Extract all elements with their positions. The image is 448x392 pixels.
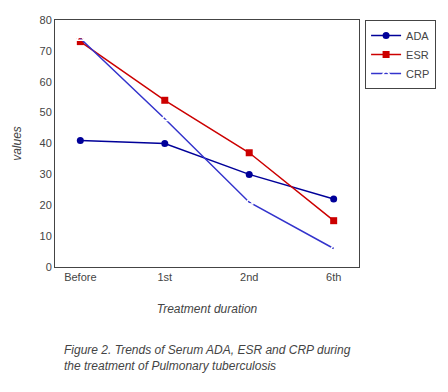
svg-text:40: 40 (40, 137, 52, 149)
svg-text:values: values (10, 126, 24, 161)
svg-text:2nd: 2nd (240, 271, 258, 283)
svg-text:Figure 2. Trends of Serum ADA,: Figure 2. Trends of Serum ADA, ESR and C… (64, 343, 351, 373)
svg-text:Treatment duration: Treatment duration (157, 302, 258, 316)
svg-text:60: 60 (40, 76, 52, 88)
svg-text:6th: 6th (326, 271, 341, 283)
svg-text:ADA: ADA (406, 30, 429, 42)
svg-text:70: 70 (40, 45, 52, 57)
svg-text:10: 10 (40, 230, 52, 242)
svg-text:20: 20 (40, 199, 52, 211)
svg-text:0: 0 (46, 261, 52, 273)
svg-text:CRP: CRP (406, 68, 429, 80)
svg-text:Before: Before (64, 271, 96, 283)
svg-text:50: 50 (40, 106, 52, 118)
svg-text:80: 80 (40, 14, 52, 26)
svg-text:ESR: ESR (406, 49, 429, 61)
svg-text:1st: 1st (157, 271, 172, 283)
svg-text:30: 30 (40, 168, 52, 180)
